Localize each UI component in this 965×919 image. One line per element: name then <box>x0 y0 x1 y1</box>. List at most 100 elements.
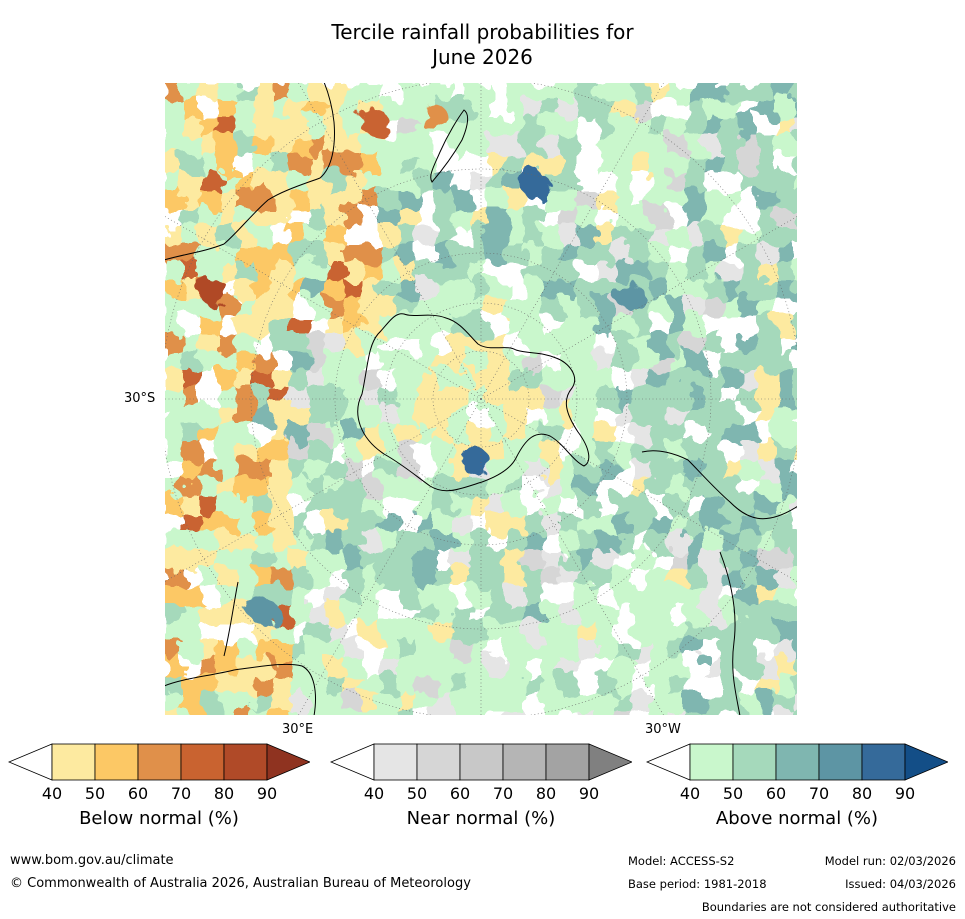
field-cell <box>650 658 669 677</box>
field-cell <box>758 370 777 389</box>
field-cell <box>560 640 579 659</box>
field-cell <box>542 334 561 353</box>
field-cell <box>578 100 597 119</box>
field-cell <box>272 262 291 281</box>
field-cell <box>452 496 471 515</box>
field-cell <box>506 370 525 389</box>
field-cell <box>488 136 507 155</box>
field-cell <box>416 424 435 443</box>
field-cell <box>488 334 507 353</box>
field-cell <box>488 298 507 317</box>
field-cell <box>308 694 327 713</box>
field-cell <box>254 622 273 641</box>
field-cell <box>524 460 543 479</box>
field-cell <box>452 640 471 659</box>
field-cell <box>344 262 363 281</box>
field-cell <box>452 388 471 407</box>
field-cell <box>398 82 417 101</box>
field-cell <box>758 100 777 119</box>
field-cell <box>524 370 543 389</box>
field-cell <box>272 514 291 533</box>
field-cell <box>164 226 183 245</box>
field-cell <box>542 550 561 569</box>
field-cell <box>668 154 687 173</box>
field-cell <box>398 208 417 227</box>
field-cell <box>344 406 363 425</box>
field-cell <box>380 514 399 533</box>
field-cell <box>776 100 795 119</box>
field-cell <box>722 118 741 137</box>
field-cell <box>344 586 363 605</box>
field-cell <box>794 82 798 101</box>
field-cell <box>596 424 615 443</box>
field-cell <box>344 694 363 713</box>
field-cell <box>164 406 183 425</box>
field-cell <box>182 82 201 101</box>
field-cell <box>200 406 219 425</box>
field-cell <box>470 298 489 317</box>
field-cell <box>380 244 399 263</box>
field-cell <box>290 640 309 659</box>
field-cell <box>542 154 561 173</box>
field-cell <box>236 298 255 317</box>
field-cell <box>632 118 651 137</box>
field-cell <box>254 658 273 677</box>
field-cell <box>344 118 363 137</box>
field-cell <box>434 442 453 461</box>
field-cell <box>668 316 687 335</box>
field-cell <box>632 388 651 407</box>
colorbar-above-swatches <box>646 743 948 781</box>
field-cell <box>650 154 669 173</box>
field-cell <box>758 154 777 173</box>
field-cell <box>704 496 723 515</box>
field-cell <box>290 568 309 587</box>
field-cell <box>578 424 597 443</box>
field-cell <box>416 478 435 497</box>
field-cell <box>290 586 309 605</box>
field-cell <box>650 226 669 245</box>
field-cell <box>578 442 597 461</box>
field-cell <box>578 622 597 641</box>
field-cell <box>164 568 183 587</box>
website-link[interactable]: www.bom.gov.au/climate <box>10 853 174 868</box>
field-cell <box>686 514 705 533</box>
field-cell <box>596 550 615 569</box>
field-cell <box>542 100 561 119</box>
field-cell <box>236 442 255 461</box>
field-cell <box>632 550 651 569</box>
above-swatch-4 <box>818 743 863 781</box>
field-cell <box>362 154 381 173</box>
field-cell <box>488 694 507 713</box>
near-swatch-3 <box>459 743 504 781</box>
field-cell <box>686 532 705 551</box>
field-cell <box>506 244 525 263</box>
field-cell <box>290 694 309 713</box>
field-cell <box>218 334 237 353</box>
field-cell <box>578 712 597 716</box>
field-cell <box>776 496 795 515</box>
field-cell <box>398 424 417 443</box>
field-cell <box>416 676 435 695</box>
field-cell <box>686 586 705 605</box>
field-cell <box>668 352 687 371</box>
field-cell <box>488 550 507 569</box>
field-cell <box>776 172 795 191</box>
field-cell <box>758 694 777 713</box>
field-cell <box>704 406 723 425</box>
field-cell <box>596 676 615 695</box>
field-cell <box>650 712 669 716</box>
field-cell <box>794 172 798 191</box>
field-cell <box>200 640 219 659</box>
below-tick-40: 40 <box>41 784 63 803</box>
field-cell <box>380 154 399 173</box>
field-cell <box>272 496 291 515</box>
field-cell <box>290 280 309 299</box>
field-cell <box>344 352 363 371</box>
field-cell <box>614 136 633 155</box>
field-cell <box>632 352 651 371</box>
field-cell <box>542 694 561 713</box>
field-cell <box>686 352 705 371</box>
field-cell <box>308 460 327 479</box>
field-cell <box>776 136 795 155</box>
field-cell <box>722 352 741 371</box>
